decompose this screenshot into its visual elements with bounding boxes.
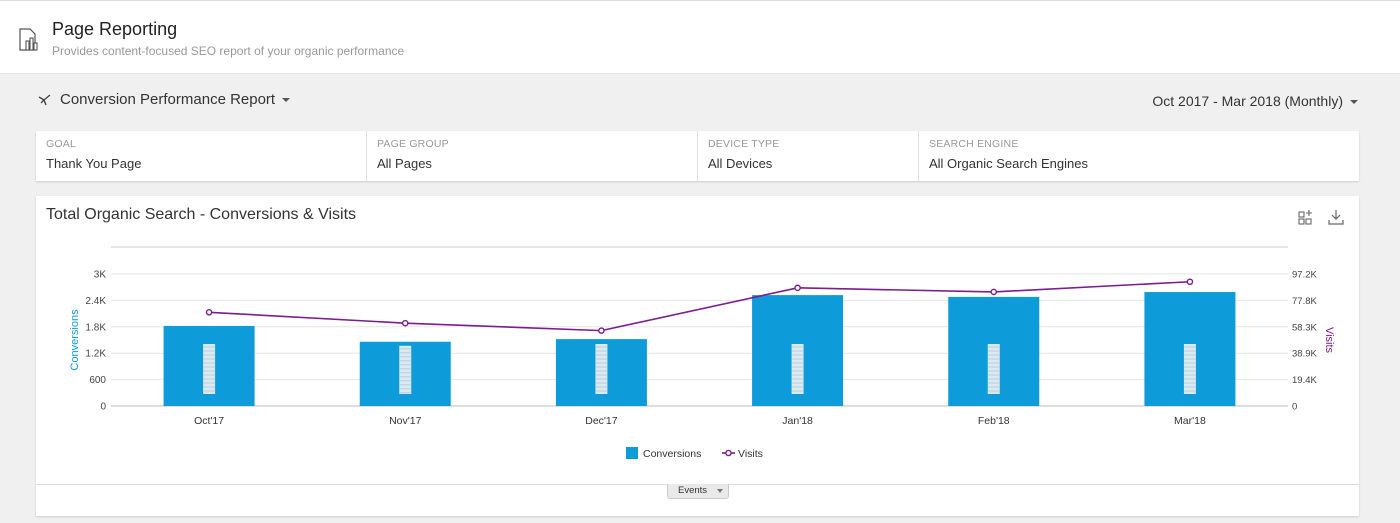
chevron-down-icon — [717, 489, 723, 493]
events-label: Events — [678, 485, 708, 496]
filter-bar: GOAL Thank You Page PAGE GROUP All Pages… — [36, 131, 1359, 181]
chart-card: 0 600 1.2K 1.8K 2.4K 3K 0 19.4K 38.9K 58.3K 77.8K 9… — [36, 196, 1359, 516]
y2-tick-label: 38.9K — [1292, 349, 1317, 360]
x-tick-label: Dec'17 — [585, 415, 618, 427]
legend-conversions-label: Conversions — [643, 448, 701, 460]
report-bar: Conversion Performance Report Oct 2017 -… — [36, 90, 1360, 114]
visits-line — [209, 280, 1190, 332]
report-selector[interactable]: Conversion Performance Report — [60, 91, 291, 108]
chart-title: Total Organic Search - Conversions & Vis… — [46, 206, 357, 223]
x-tick-label: Nov'17 — [389, 415, 422, 427]
date-range-selector[interactable]: Oct 2017 - Mar 2018 (Monthly) — [1152, 93, 1358, 109]
x-tick-label: Feb'18 — [978, 415, 1010, 427]
filter-label: GOAL — [46, 138, 76, 150]
chevron-down-icon — [282, 98, 291, 103]
satellite-icon — [38, 94, 51, 106]
y-tick-label: 600 — [89, 375, 106, 386]
visits-point — [1186, 278, 1194, 286]
x-tick-label: Jan'18 — [782, 415, 813, 427]
report-selector-label: Conversion Performance Report — [60, 91, 276, 108]
legend-visits-label: Visits — [738, 448, 763, 460]
chart-tools — [1297, 208, 1345, 226]
date-range-label: Oct 2017 - Mar 2018 (Monthly) — [1152, 93, 1343, 109]
filter-goal[interactable]: GOAL Thank You Page — [36, 131, 367, 181]
event-marker — [399, 345, 412, 394]
event-marker — [987, 344, 1000, 394]
y-tick-label: 0 — [100, 402, 106, 413]
event-marker-bg — [203, 344, 216, 394]
event-marker-bg — [987, 344, 1000, 394]
event-marker-bg — [791, 344, 804, 394]
y2-tick-label: 19.4K — [1292, 375, 1317, 386]
filter-device-type[interactable]: DEVICE TYPE All Devices — [698, 131, 919, 181]
visits-point — [205, 308, 213, 316]
page-title: Page Reporting — [52, 19, 178, 39]
y-tick-label: 2.4K — [85, 296, 106, 307]
visits-point — [598, 327, 605, 334]
legend-conversions-swatch — [626, 447, 638, 459]
visits-point — [990, 288, 998, 296]
page-subtitle: Provides content-focused SEO report of y… — [52, 44, 405, 58]
visits-point — [401, 319, 409, 327]
filter-search-engine[interactable]: SEARCH ENGINE All Organic Search Engines — [919, 131, 1359, 181]
y2-tick-label: 77.8K — [1292, 296, 1317, 307]
event-marker-bg — [595, 344, 608, 394]
legend-visits-marker — [725, 449, 732, 457]
filter-label: PAGE GROUP — [377, 138, 449, 150]
event-marker — [203, 344, 216, 394]
visits-point — [794, 284, 801, 292]
y-tick-label: 1.2K — [85, 349, 106, 360]
y2-tick-label: 0 — [1292, 402, 1297, 413]
conversions-visits-chart: 0 600 1.2K 1.8K 2.4K 3K 0 19.4K 38.9K 58.3K 77.8K 9… — [69, 246, 1335, 460]
x-tick-label: Mar'18 — [1174, 415, 1206, 427]
event-marker-bg — [1183, 344, 1196, 394]
chevron-down-icon — [1350, 100, 1358, 105]
filter-value: All Devices — [708, 156, 773, 171]
event-marker — [791, 344, 804, 394]
y2-tick-label: 97.2K — [1292, 270, 1317, 281]
y-tick-label: 1.8K — [85, 322, 106, 333]
y2-tick-label: 58.3K — [1292, 322, 1317, 333]
y-tick-label: 3K — [94, 270, 107, 281]
filter-value: All Organic Search Engines — [929, 156, 1088, 171]
y-axis-title: Conversions — [69, 309, 81, 371]
filter-value: All Pages — [377, 156, 432, 171]
event-marker-bg — [399, 345, 412, 394]
download-icon[interactable] — [1327, 208, 1345, 226]
x-tick-label: Oct'17 — [194, 415, 224, 427]
y2-axis-title: Visits — [1323, 327, 1335, 354]
event-marker — [1183, 344, 1196, 394]
filter-page-group[interactable]: PAGE GROUP All Pages — [367, 131, 698, 181]
filter-label: SEARCH ENGINE — [929, 138, 1019, 150]
page-header: Page Reporting Provides content-focused … — [0, 0, 1400, 74]
add-widget-icon[interactable] — [1297, 208, 1315, 226]
event-marker — [595, 344, 608, 394]
report-page-icon — [19, 28, 38, 51]
events-dropdown[interactable]: Events — [667, 484, 729, 499]
filter-label: DEVICE TYPE — [708, 138, 780, 150]
filter-value: Thank You Page — [46, 156, 142, 171]
